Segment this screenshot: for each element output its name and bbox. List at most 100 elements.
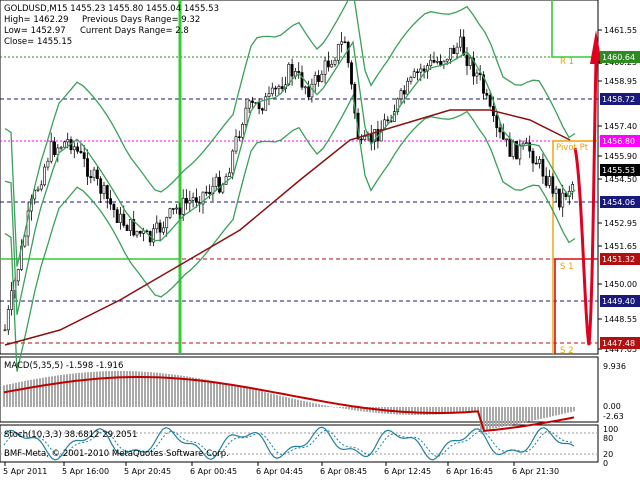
macd-bar — [363, 407, 365, 412]
candle — [3, 324, 7, 332]
macd-bar — [504, 407, 506, 427]
macd-bar — [405, 407, 407, 415]
price-label-text: 1447.48 — [602, 339, 635, 348]
macd-bar — [492, 407, 494, 429]
macd-bar — [45, 377, 47, 407]
macd-bar — [300, 400, 302, 407]
candle — [422, 65, 426, 79]
candle — [544, 167, 548, 188]
macd-bar — [189, 376, 191, 407]
macd-bar — [168, 374, 170, 407]
time-tick: 5 Apr 2011 — [3, 467, 47, 476]
macd-bar — [81, 372, 83, 407]
candle — [449, 47, 452, 64]
candle — [452, 45, 456, 54]
macd-bar — [120, 371, 122, 407]
macd-bar — [291, 398, 293, 407]
macd-bar — [30, 379, 32, 407]
candle — [561, 184, 565, 217]
candle — [76, 142, 80, 154]
bollinger-upper — [4, 0, 576, 267]
macd-bar — [438, 407, 440, 415]
candle — [396, 97, 400, 115]
candle — [524, 137, 528, 144]
candle — [320, 70, 324, 83]
price-label-box: 1451.32 — [600, 253, 640, 265]
candle — [455, 42, 459, 60]
macd-bar — [333, 407, 335, 408]
macd-bar — [66, 374, 68, 407]
price-label-text: 1449.40 — [602, 297, 635, 306]
price-label-box: 1449.40 — [600, 295, 640, 307]
candle — [333, 56, 337, 67]
macd-bar — [555, 407, 557, 416]
candle — [191, 192, 195, 208]
macd-bar — [549, 407, 551, 417]
previous-days-range: Previous Days Range= 9.32 — [82, 15, 200, 25]
macd-bar — [99, 371, 101, 407]
candle — [109, 189, 113, 211]
candle — [152, 223, 155, 247]
s2-tag: S 2 — [560, 346, 574, 356]
candle — [105, 184, 109, 209]
price-label-box: 1455.53 — [600, 164, 640, 176]
candle — [336, 43, 340, 64]
macd-bar — [177, 375, 179, 407]
stoch-pane[interactable] — [0, 424, 599, 463]
macd-bar — [144, 371, 146, 407]
candle — [82, 145, 86, 168]
candle — [554, 185, 558, 203]
macd-bar — [540, 407, 542, 419]
macd-bar — [306, 401, 308, 407]
candle — [313, 71, 317, 93]
macd-bar — [207, 379, 209, 407]
price-tick: 1458.95 — [604, 77, 637, 86]
close-value: Close= 1455.15 — [4, 37, 72, 47]
macd-bar — [429, 407, 431, 415]
macd-bar — [489, 407, 491, 429]
price-label-text: 1455.53 — [602, 166, 635, 175]
price-level-labels: 1460.64 1458.72 1456.80 1455.53 1454.06 1451.… — [600, 51, 640, 349]
macd-bar — [90, 372, 92, 407]
macd-bar — [360, 407, 362, 412]
candle — [439, 54, 443, 67]
stoch-axis-80: 80 — [603, 434, 613, 443]
candle — [86, 149, 89, 186]
candle — [458, 29, 462, 52]
candle — [551, 173, 555, 198]
macd-bar — [309, 402, 311, 407]
macd-bar — [567, 407, 569, 413]
macd-bar — [522, 407, 524, 423]
stoch-main-line — [3, 426, 575, 461]
macd-bar — [141, 371, 143, 407]
time-tick: 6 Apr 21:30 — [512, 467, 559, 476]
macd-bar — [573, 407, 575, 412]
candle — [102, 181, 106, 200]
macd-bar — [237, 386, 239, 407]
level-lines — [0, 0, 598, 354]
macd-bar — [102, 371, 104, 407]
macd-bar — [297, 399, 299, 407]
candle — [521, 140, 525, 150]
candle — [412, 68, 416, 79]
macd-bar — [153, 372, 155, 407]
candle — [185, 189, 188, 210]
main-price-pane[interactable] — [0, 0, 599, 355]
macd-bar — [57, 375, 59, 407]
macd-bar — [552, 407, 554, 417]
macd-bar — [33, 379, 35, 407]
macd-bar — [21, 381, 23, 407]
macd-bar — [60, 375, 62, 407]
price-tick: 1454.50 — [604, 175, 637, 184]
s1-tag: S 1 — [560, 262, 574, 272]
candle — [214, 173, 218, 191]
macd-bar — [24, 381, 26, 407]
candle — [267, 86, 271, 106]
macd-bar — [243, 387, 245, 407]
macd-bar — [117, 371, 119, 407]
time-axis[interactable]: 5 Apr 2011 5 Apr 16:00 5 Apr 20:45 6 Apr 00… — [3, 462, 559, 476]
macd-bar — [249, 388, 251, 407]
macd-bar — [321, 404, 323, 407]
